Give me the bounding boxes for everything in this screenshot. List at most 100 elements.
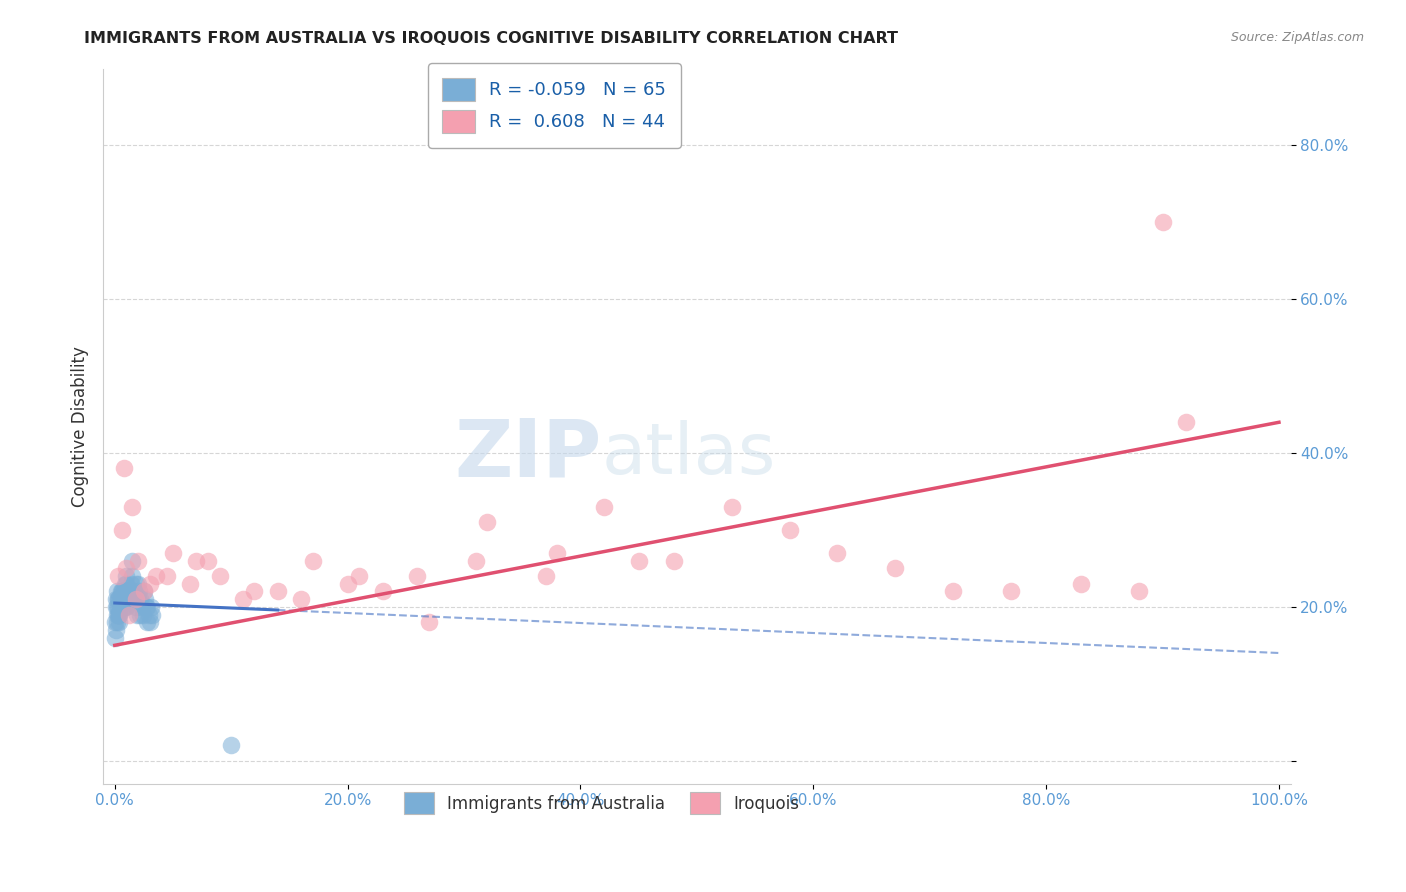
- Point: [208, 569, 231, 583]
- Point: [131, 599, 153, 614]
- Point: [179, 576, 201, 591]
- Point: [267, 584, 290, 599]
- Point: [110, 592, 132, 607]
- Point: [107, 607, 129, 622]
- Point: [111, 599, 134, 614]
- Point: [336, 576, 359, 591]
- Point: [779, 523, 801, 537]
- Point: [125, 592, 148, 607]
- Point: [111, 592, 134, 607]
- Point: [464, 554, 486, 568]
- Point: [138, 607, 160, 622]
- Point: [120, 576, 142, 591]
- Text: atlas: atlas: [602, 420, 776, 489]
- Point: [128, 584, 150, 599]
- Point: [127, 576, 149, 591]
- Point: [121, 569, 143, 583]
- Point: [301, 554, 323, 568]
- Point: [1152, 215, 1174, 229]
- Point: [104, 592, 127, 607]
- Point: [720, 500, 742, 514]
- Point: [1070, 576, 1092, 591]
- Point: [112, 461, 135, 475]
- Point: [117, 592, 139, 607]
- Point: [186, 554, 208, 568]
- Point: [111, 584, 134, 599]
- Point: [118, 607, 141, 622]
- Point: [112, 584, 135, 599]
- Point: [118, 592, 141, 607]
- Point: [108, 607, 131, 622]
- Point: [129, 607, 152, 622]
- Point: [114, 599, 136, 614]
- Point: [107, 592, 129, 607]
- Point: [132, 607, 155, 622]
- Point: [162, 546, 184, 560]
- Point: [110, 584, 132, 599]
- Point: [115, 576, 138, 591]
- Text: ZIP: ZIP: [454, 416, 602, 494]
- Point: [243, 584, 266, 599]
- Point: [125, 607, 148, 622]
- Point: [592, 500, 614, 514]
- Point: [118, 584, 141, 599]
- Point: [104, 599, 127, 614]
- Point: [108, 599, 131, 614]
- Point: [942, 584, 965, 599]
- Point: [118, 584, 141, 599]
- Point: [138, 576, 160, 591]
- Point: [406, 569, 429, 583]
- Point: [107, 592, 129, 607]
- Point: [197, 554, 219, 568]
- Point: [141, 607, 163, 622]
- Point: [105, 607, 128, 622]
- Point: [127, 592, 149, 607]
- Point: [115, 569, 138, 583]
- Text: Source: ZipAtlas.com: Source: ZipAtlas.com: [1230, 31, 1364, 45]
- Point: [132, 584, 155, 599]
- Point: [627, 554, 650, 568]
- Point: [114, 592, 136, 607]
- Point: [825, 546, 848, 560]
- Point: [104, 623, 127, 637]
- Point: [107, 569, 129, 583]
- Point: [104, 631, 127, 645]
- Point: [349, 569, 371, 583]
- Point: [132, 584, 155, 599]
- Point: [121, 554, 143, 568]
- Point: [105, 599, 128, 614]
- Point: [124, 592, 146, 607]
- Point: [110, 592, 132, 607]
- Point: [112, 584, 135, 599]
- Text: IMMIGRANTS FROM AUSTRALIA VS IROQUOIS COGNITIVE DISABILITY CORRELATION CHART: IMMIGRANTS FROM AUSTRALIA VS IROQUOIS CO…: [84, 31, 898, 46]
- Point: [1174, 415, 1197, 429]
- Point: [115, 561, 138, 575]
- Point: [129, 592, 152, 607]
- Point: [371, 584, 394, 599]
- Point: [135, 599, 157, 614]
- Point: [145, 569, 167, 583]
- Y-axis label: Cognitive Disability: Cognitive Disability: [72, 346, 89, 507]
- Point: [534, 569, 557, 583]
- Point: [138, 615, 160, 630]
- Legend: Immigrants from Australia, Iroquois: Immigrants from Australia, Iroquois: [392, 780, 811, 825]
- Point: [477, 515, 499, 529]
- Point: [139, 599, 162, 614]
- Point: [114, 599, 136, 614]
- Point: [111, 592, 134, 607]
- Point: [108, 592, 131, 607]
- Point: [104, 615, 127, 630]
- Point: [125, 599, 148, 614]
- Point: [134, 592, 156, 607]
- Point: [136, 599, 159, 614]
- Point: [883, 561, 905, 575]
- Point: [219, 739, 242, 753]
- Point: [108, 607, 131, 622]
- Point: [107, 599, 129, 614]
- Point: [108, 615, 131, 630]
- Point: [662, 554, 685, 568]
- Point: [125, 576, 148, 591]
- Point: [290, 592, 312, 607]
- Point: [105, 615, 128, 630]
- Point: [112, 599, 135, 614]
